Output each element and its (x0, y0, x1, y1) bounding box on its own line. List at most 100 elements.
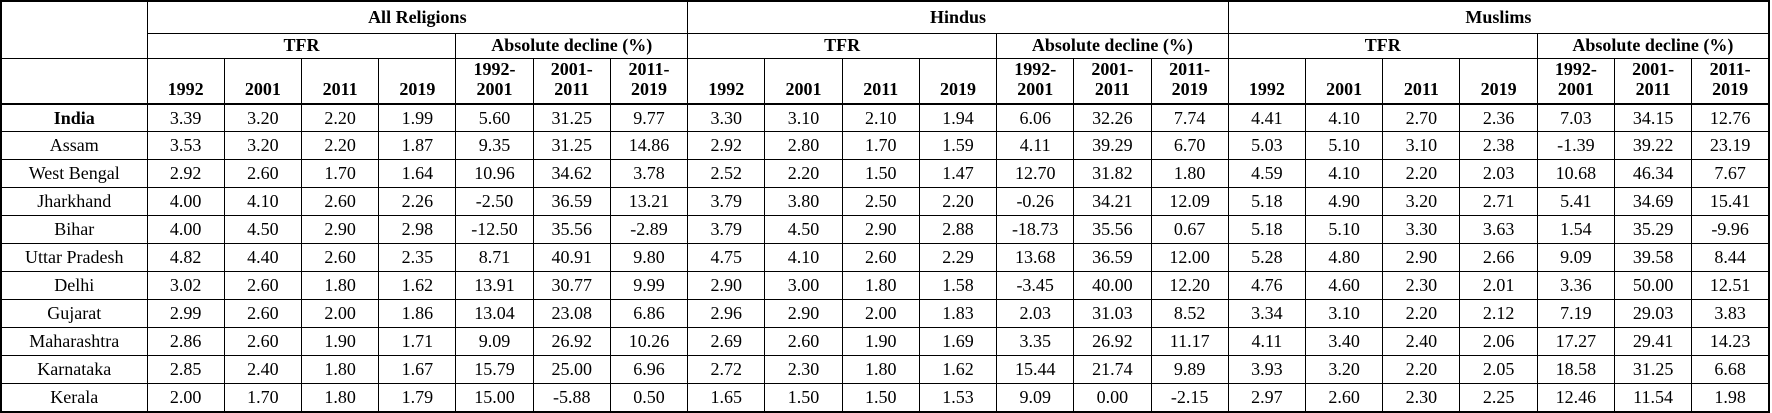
value-cell: 7.19 (1536, 299, 1615, 329)
value-cell: 2.71 (1459, 187, 1538, 217)
value-cell: 2.25 (1459, 383, 1538, 413)
value-cell: 1.99 (378, 103, 457, 133)
period-header-hindus-2011-2019: 2011- 2019 (1150, 57, 1229, 105)
value-cell: 2.69 (687, 327, 766, 357)
value-cell: 1.54 (1536, 215, 1615, 245)
value-cell: 3.10 (1382, 131, 1461, 161)
value-cell: 2.03 (996, 299, 1075, 329)
value-cell: 3.35 (996, 327, 1075, 357)
value-cell: 3.80 (764, 187, 843, 217)
value-cell: 1.80 (1150, 159, 1229, 189)
value-cell: 13.91 (455, 271, 534, 301)
value-cell: 1.80 (300, 383, 380, 413)
corner-cell (0, 0, 148, 59)
value-cell: 4.60 (1305, 271, 1384, 301)
table-row: Bihar 4.00 4.50 2.90 2.98 -12.50 35.56 -2.89 3.7… (0, 215, 1770, 245)
value-cell: 2.30 (1382, 271, 1461, 301)
value-cell: 9.80 (609, 243, 689, 273)
value-cell: 4.59 (1227, 159, 1307, 189)
value-cell: 3.40 (1305, 327, 1384, 357)
value-cell: 13.21 (609, 187, 689, 217)
value-cell: 2.70 (1382, 103, 1461, 133)
value-cell: 3.34 (1227, 299, 1307, 329)
value-cell: 35.29 (1613, 215, 1693, 245)
year-header-all-religions-2001: 2001 (223, 57, 302, 105)
value-cell: 5.18 (1227, 187, 1307, 217)
row-label: Jharkhand (0, 187, 148, 217)
value-cell: 2.60 (841, 243, 920, 273)
value-cell: 2.40 (223, 355, 302, 385)
period-header-hindus-1992-2001: 1992- 2001 (996, 57, 1075, 105)
value-cell: 1.67 (378, 355, 457, 385)
value-cell: 3.79 (687, 187, 766, 217)
period-header-muslims-2011-2019: 2011- 2019 (1691, 57, 1770, 105)
value-cell: 2.00 (300, 299, 380, 329)
value-cell: 5.03 (1227, 131, 1307, 161)
value-cell: 40.00 (1073, 271, 1152, 301)
value-cell: 1.70 (223, 383, 302, 413)
value-cell: 1.58 (918, 271, 998, 301)
value-cell: 6.96 (609, 355, 689, 385)
value-cell: 6.06 (996, 103, 1075, 133)
value-cell: 4.00 (146, 187, 225, 217)
year-header-hindus-2011: 2011 (841, 57, 920, 105)
value-cell: 0.00 (1073, 383, 1152, 413)
value-cell: 3.00 (764, 271, 843, 301)
value-cell: 15.41 (1691, 187, 1770, 217)
value-cell: 3.20 (1382, 187, 1461, 217)
value-cell: 1.80 (841, 355, 920, 385)
row-label: Bihar (0, 215, 148, 245)
value-cell: 3.20 (1305, 355, 1384, 385)
table-row: Assam 3.53 3.20 2.20 1.87 9.35 31.25 14.86 2.92 2… (0, 131, 1770, 161)
value-cell: 4.82 (146, 243, 225, 273)
value-cell: 2.60 (223, 327, 302, 357)
value-cell: 1.50 (841, 383, 920, 413)
value-cell: -12.50 (455, 215, 534, 245)
value-cell: 5.60 (455, 103, 534, 133)
value-cell: 2.90 (300, 215, 380, 245)
value-cell: 3.78 (609, 159, 689, 189)
value-cell: 2.90 (687, 271, 766, 301)
value-cell: 35.56 (532, 215, 611, 245)
value-cell: 3.30 (687, 103, 766, 133)
value-cell: 4.10 (223, 187, 302, 217)
value-cell: 14.86 (609, 131, 689, 161)
value-cell: 2.92 (146, 159, 225, 189)
value-cell: 2.90 (841, 215, 920, 245)
value-cell: 3.30 (1382, 215, 1461, 245)
value-cell: 4.90 (1305, 187, 1384, 217)
value-cell: 9.09 (455, 327, 534, 357)
value-cell: 3.53 (146, 131, 225, 161)
value-cell: 3.20 (223, 131, 302, 161)
value-cell: 1.50 (841, 159, 920, 189)
value-cell: 0.50 (609, 383, 689, 413)
subheader-tfr-muslims: TFR (1227, 32, 1538, 59)
value-cell: 2.35 (378, 243, 457, 273)
value-cell: 2.60 (300, 187, 380, 217)
value-cell: 1.62 (918, 355, 998, 385)
value-cell: 2.92 (687, 131, 766, 161)
value-cell: 34.62 (532, 159, 611, 189)
year-header-all-religions-2011: 2011 (300, 57, 380, 105)
value-cell: 3.83 (1691, 299, 1770, 329)
value-cell: 11.54 (1613, 383, 1693, 413)
period-header-all-religions-2001-2011: 2001- 2011 (532, 57, 611, 105)
value-cell: 7.74 (1150, 103, 1229, 133)
value-cell: 2.97 (1227, 383, 1307, 413)
value-cell: 12.70 (996, 159, 1075, 189)
period-header-all-religions-2011-2019: 2011- 2019 (609, 57, 689, 105)
value-cell: 3.10 (764, 103, 843, 133)
value-cell: 2.66 (1459, 243, 1538, 273)
value-cell: 1.69 (918, 327, 998, 357)
value-cell: 12.20 (1150, 271, 1229, 301)
value-cell: 1.80 (300, 355, 380, 385)
value-cell: 13.68 (996, 243, 1075, 273)
value-cell: 46.34 (1613, 159, 1693, 189)
value-cell: 4.10 (764, 243, 843, 273)
value-cell: 23.19 (1691, 131, 1770, 161)
value-cell: 30.77 (532, 271, 611, 301)
subheader-tfr-all-religions: TFR (146, 32, 457, 59)
value-cell: 4.10 (1305, 159, 1384, 189)
value-cell: 2.99 (146, 299, 225, 329)
value-cell: 9.89 (1150, 355, 1229, 385)
